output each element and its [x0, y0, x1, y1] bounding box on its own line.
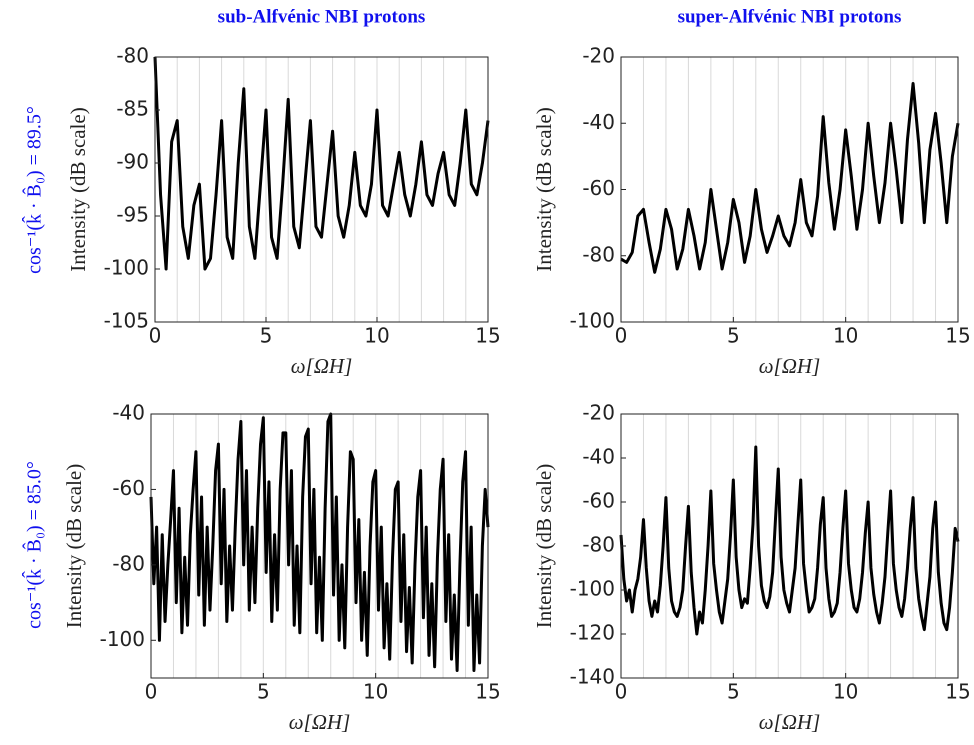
x-tick-label: 0: [145, 680, 158, 704]
y-tick-label: -100: [570, 577, 615, 601]
y-tick-label: -85: [116, 97, 149, 121]
plot-area: [155, 57, 488, 322]
row-label: cos⁻¹(k̂ · B̂₀) = 89.5°: [21, 106, 46, 274]
x-axis-label: ω[ΩH]: [759, 710, 821, 734]
x-tick-label: 0: [149, 324, 162, 348]
y-tick-label: -40: [582, 445, 615, 469]
y-tick-label: -95: [116, 203, 149, 227]
x-tick-label: 15: [475, 680, 500, 704]
y-tick-label: -40: [582, 110, 615, 134]
x-tick-label: 5: [260, 324, 273, 348]
plot-area: [621, 57, 958, 322]
x-axis-label: ω[ΩH]: [289, 710, 351, 734]
x-tick-label: 15: [945, 680, 970, 704]
y-tick-label: -20: [582, 44, 615, 68]
y-tick-label: -100: [100, 627, 145, 651]
y-tick-label: -60: [582, 176, 615, 200]
x-tick-label: 10: [364, 324, 389, 348]
x-tick-label: 15: [945, 324, 970, 348]
y-tick-label: -100: [570, 309, 615, 333]
y-tick-label: -105: [104, 309, 149, 333]
axes-frame: [150, 413, 489, 679]
data-line: [619, 445, 960, 636]
y-tick-label: -100: [104, 256, 149, 280]
y-axis-label: Intensity (dB scale): [532, 464, 556, 628]
column-title: super-Alfvénic NBI protons: [678, 6, 902, 27]
y-tick-label: -60: [582, 489, 615, 513]
x-axis-label: ω[ΩH]: [759, 354, 821, 378]
axes-frame: [154, 56, 489, 323]
y-tick-label: -80: [582, 533, 615, 557]
data-line: [620, 82, 960, 274]
y-axis-label: Intensity (dB scale): [532, 107, 556, 271]
row-label: cos⁻¹(k̂ · B̂₀) = 85.0°: [21, 461, 46, 629]
x-tick-label: 0: [615, 680, 628, 704]
x-tick-label: 10: [833, 680, 858, 704]
x-axis-label: ω[ΩH]: [291, 354, 353, 378]
x-tick-label: 10: [363, 680, 388, 704]
x-tick-label: 5: [727, 324, 740, 348]
x-tick-label: 5: [257, 680, 270, 704]
plot-area: [621, 414, 958, 678]
y-tick-label: -140: [570, 665, 615, 689]
y-tick-label: -20: [582, 401, 615, 425]
column-title: sub-Alfvénic NBI protons: [218, 6, 426, 27]
y-tick-label: -80: [112, 551, 145, 575]
x-tick-label: 0: [615, 324, 628, 348]
data-line: [149, 412, 490, 672]
y-axis-label: Intensity (dB scale): [66, 107, 90, 271]
y-tick-label: -80: [582, 242, 615, 266]
y-tick-label: -60: [112, 476, 145, 500]
data-line: [153, 56, 490, 271]
x-tick-label: 15: [475, 324, 500, 348]
y-tick-label: -80: [116, 44, 149, 68]
x-tick-label: 5: [727, 680, 740, 704]
y-tick-label: -40: [112, 401, 145, 425]
y-axis-label: Intensity (dB scale): [62, 464, 86, 628]
x-tick-label: 10: [833, 324, 858, 348]
y-tick-label: -90: [116, 150, 149, 174]
y-tick-label: -120: [570, 621, 615, 645]
